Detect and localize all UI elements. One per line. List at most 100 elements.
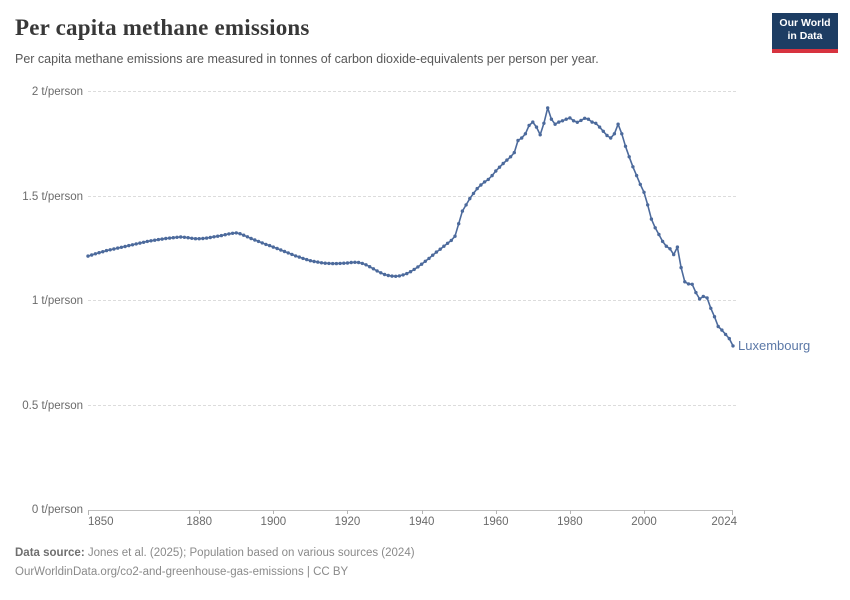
data-point xyxy=(353,260,357,264)
data-point xyxy=(90,253,94,257)
data-point xyxy=(338,261,342,266)
data-point xyxy=(134,242,138,246)
data-point xyxy=(104,248,109,253)
logo-accent-bar xyxy=(772,49,838,53)
data-line-luxembourg xyxy=(87,107,734,347)
data-point xyxy=(590,120,594,124)
data-point xyxy=(290,252,294,257)
x-axis-tick-label: 1940 xyxy=(408,516,435,528)
data-point xyxy=(534,125,539,129)
data-point xyxy=(223,233,227,237)
data-point xyxy=(497,165,502,169)
data-point xyxy=(382,272,387,277)
data-point xyxy=(119,245,124,249)
footer-link[interactable]: OurWorldinData.org/co2-and-greenhouse-ga… xyxy=(15,566,349,578)
data-point xyxy=(616,122,620,126)
data-point xyxy=(234,231,238,235)
data-point xyxy=(634,173,639,178)
data-point xyxy=(394,274,398,278)
data-point xyxy=(197,237,201,241)
data-point xyxy=(212,235,216,239)
data-point xyxy=(342,261,346,265)
data-point xyxy=(230,231,235,235)
y-axis-tick-label: 2 t/person xyxy=(31,86,83,98)
x-axis-tick-label: 1900 xyxy=(260,516,287,528)
data-point xyxy=(586,117,591,121)
data-point xyxy=(405,271,409,276)
data-point xyxy=(520,136,524,140)
data-point xyxy=(97,251,101,255)
page-title: Per capita methane emissions xyxy=(15,15,310,40)
x-axis-tick xyxy=(347,510,349,514)
data-point xyxy=(701,294,705,299)
y-gridline xyxy=(88,195,736,197)
data-point xyxy=(112,247,116,251)
data-point xyxy=(249,236,253,241)
data-point xyxy=(686,282,691,286)
data-point xyxy=(553,122,557,126)
datasource-text: Jones et al. (2025); Population based on… xyxy=(87,547,415,559)
data-point xyxy=(256,239,261,244)
data-point xyxy=(156,237,161,242)
data-point xyxy=(531,120,535,124)
data-point xyxy=(490,173,494,178)
data-point xyxy=(709,306,713,310)
data-point xyxy=(642,190,646,194)
data-point xyxy=(301,256,305,261)
data-point xyxy=(416,265,420,269)
data-point xyxy=(720,328,724,332)
data-point xyxy=(208,235,212,240)
data-point xyxy=(349,260,353,265)
data-point xyxy=(253,238,257,242)
data-point xyxy=(86,254,90,258)
data-point xyxy=(716,324,720,329)
data-point xyxy=(390,274,394,278)
data-point xyxy=(297,255,301,259)
x-axis-tick-label: 1920 xyxy=(334,516,361,528)
data-point xyxy=(386,273,390,278)
data-point xyxy=(286,251,290,255)
x-axis-tick xyxy=(495,510,497,514)
x-axis-tick xyxy=(273,510,275,514)
data-point xyxy=(512,150,516,155)
x-axis-tick-label: 1850 xyxy=(88,516,114,528)
x-axis-line xyxy=(88,510,733,511)
data-point xyxy=(457,222,461,226)
data-point xyxy=(238,232,242,236)
data-point xyxy=(193,237,198,241)
data-point xyxy=(334,261,339,266)
series-label-luxembourg[interactable]: Luxembourg xyxy=(738,337,811,353)
x-axis-tick-label: 2000 xyxy=(631,516,657,528)
data-point xyxy=(345,261,350,265)
data-point xyxy=(431,253,435,257)
data-point xyxy=(594,121,598,126)
data-point xyxy=(564,117,568,121)
data-point xyxy=(508,155,513,159)
data-point xyxy=(546,106,550,110)
y-gridline xyxy=(88,404,736,406)
logo-line2: in Data xyxy=(787,30,823,42)
data-point xyxy=(627,155,631,159)
data-point xyxy=(538,133,542,137)
owid-logo[interactable]: Our World in Data xyxy=(772,13,838,53)
data-point xyxy=(186,236,190,240)
data-point xyxy=(712,315,717,319)
data-point xyxy=(482,180,487,184)
data-point xyxy=(356,260,361,265)
data-point xyxy=(138,241,142,245)
data-point xyxy=(442,244,446,248)
data-point xyxy=(160,237,164,241)
data-point xyxy=(323,261,327,265)
y-axis-tick-label: 0 t/person xyxy=(31,504,83,516)
data-point xyxy=(601,129,605,133)
data-point xyxy=(583,116,587,121)
data-point xyxy=(293,254,298,258)
data-point xyxy=(368,265,372,269)
data-point xyxy=(623,144,628,148)
data-point xyxy=(631,165,635,169)
data-point xyxy=(449,238,453,243)
data-point xyxy=(127,243,131,248)
data-point xyxy=(612,132,617,136)
data-point xyxy=(605,133,609,138)
data-point xyxy=(419,262,424,266)
